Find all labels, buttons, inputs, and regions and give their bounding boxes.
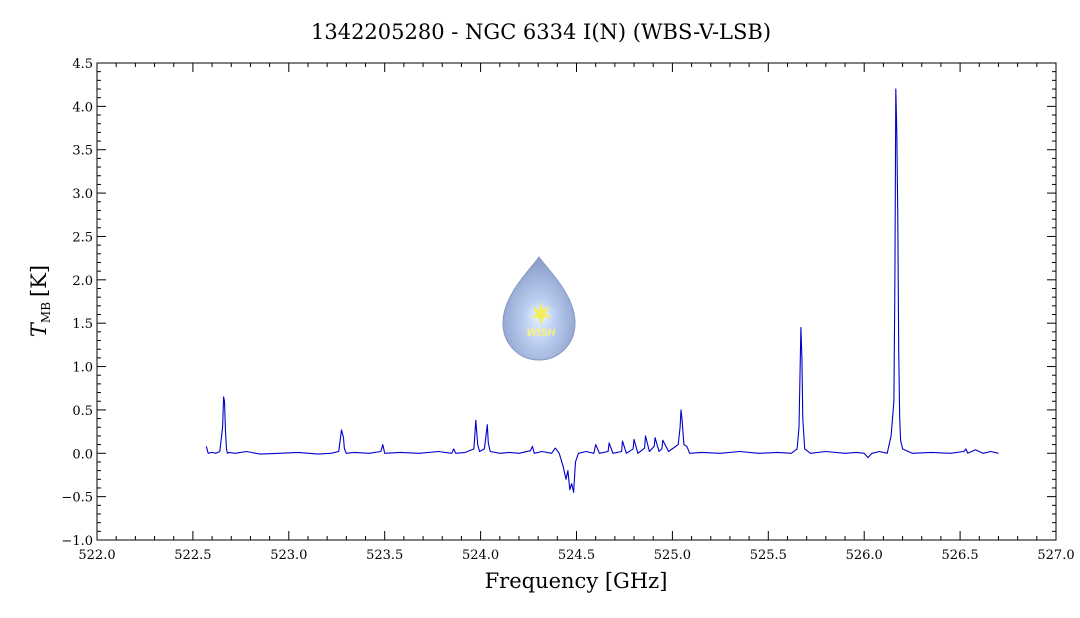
y-axis-label: TMB [K] — [27, 265, 53, 337]
y-tick-label: 0.0 — [72, 447, 93, 462]
y-tick-label: 3.5 — [72, 144, 93, 159]
watermark-logo: WISH — [502, 256, 576, 361]
y-tick-label: 1.5 — [72, 317, 93, 332]
svg-text:TMB[K]: TMB [K] — [27, 265, 53, 337]
y-tick-label: −1.0 — [61, 534, 93, 549]
y-tick-label: 2.0 — [72, 274, 93, 289]
x-axis-tick-labels: 522.0 522.5 523.0 523.5 524.0 524.5 525.0 525.5… — [78, 548, 1074, 563]
series-layer — [205, 88, 999, 493]
y-tick-label: −0.5 — [61, 491, 93, 506]
x-axis-ticks — [96, 63, 1057, 540]
y-axis-label-unit: [K] — [27, 265, 51, 297]
x-tick-label: 526.5 — [941, 548, 978, 563]
chart-title: 1342205280 - NGC 6334 I(N) (WBS-V-LSB) — [311, 20, 771, 44]
x-tick-label: 525.5 — [750, 548, 787, 563]
spectrum-series-line — [205, 88, 999, 493]
y-axis-ticks — [97, 62, 1056, 541]
y-tick-label: 4.0 — [72, 100, 93, 115]
x-tick-label: 523.0 — [270, 548, 307, 563]
y-tick-label: 1.0 — [72, 361, 93, 376]
logo-text: WISH — [527, 327, 557, 339]
y-axis-label-main: T — [27, 321, 51, 337]
x-tick-label: 525.0 — [654, 548, 691, 563]
x-tick-label: 527.0 — [1037, 548, 1074, 563]
x-tick-label: 524.5 — [558, 548, 595, 563]
y-axis-tick-labels: −1.0 −0.5 0.0 0.5 1.0 1.5 2.0 2.5 3.0 3.5 4.0 4.5 — [61, 57, 93, 549]
x-tick-label: 524.0 — [462, 548, 499, 563]
y-tick-label: 2.5 — [72, 230, 93, 245]
y-tick-label: 3.0 — [72, 187, 93, 202]
y-axis-label-sub: MB — [39, 302, 53, 323]
x-tick-label: 522.5 — [174, 548, 211, 563]
y-tick-label: 0.5 — [72, 404, 93, 419]
x-tick-label: 523.5 — [366, 548, 403, 563]
y-tick-label: 4.5 — [72, 57, 93, 72]
star-icon — [530, 302, 552, 325]
x-tick-label: 526.0 — [846, 548, 883, 563]
plot-frame — [96, 62, 1057, 541]
x-tick-label: 522.0 — [78, 548, 115, 563]
x-axis-label: Frequency [GHz] — [485, 569, 668, 593]
